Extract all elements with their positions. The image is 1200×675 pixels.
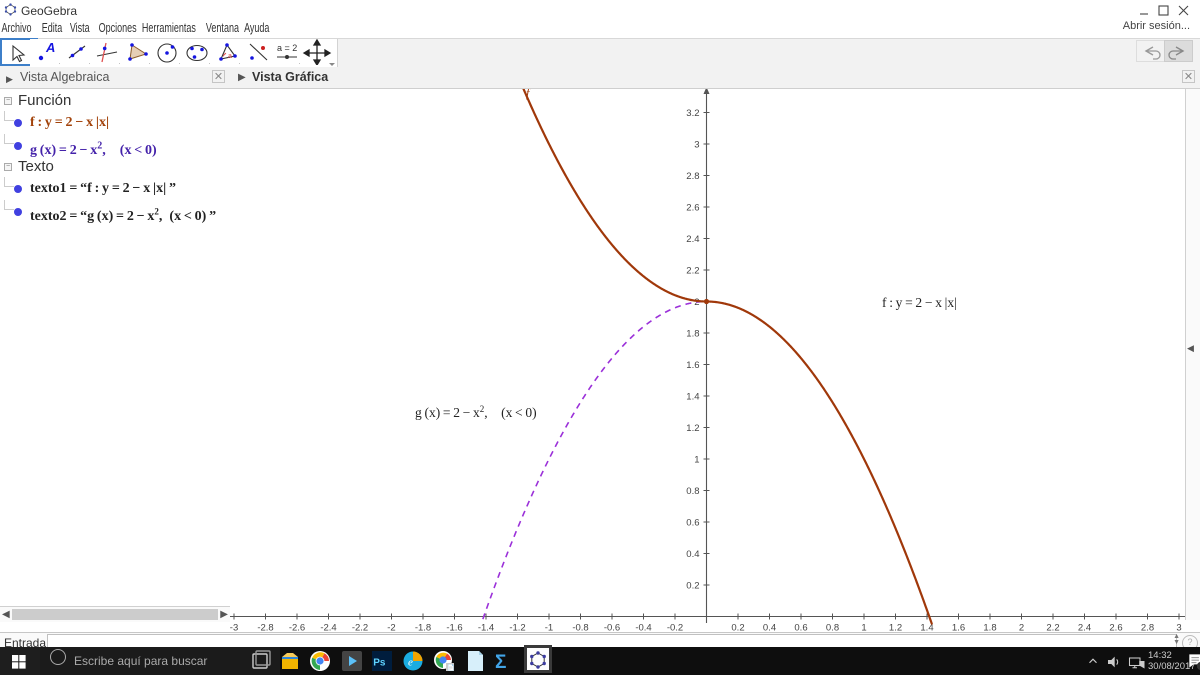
svg-text:2.6: 2.6 <box>1109 623 1122 633</box>
svg-text:3.2: 3.2 <box>686 108 699 119</box>
svg-text:2.8: 2.8 <box>1141 623 1154 633</box>
svg-text:-1.8: -1.8 <box>415 623 431 633</box>
svg-text:-1.2: -1.2 <box>509 623 525 633</box>
svg-text:a = 2: a = 2 <box>277 43 297 53</box>
svg-text:0.4: 0.4 <box>686 549 699 560</box>
svg-text:-2.4: -2.4 <box>320 623 336 633</box>
svg-text:1.4: 1.4 <box>686 392 699 403</box>
svg-text:-2.8: -2.8 <box>257 623 273 633</box>
svg-text:-1.6: -1.6 <box>446 623 462 633</box>
svg-text:-2.2: -2.2 <box>352 623 368 633</box>
svg-text:1.6: 1.6 <box>686 360 699 371</box>
svg-text:-1.4: -1.4 <box>478 623 494 633</box>
svg-text:1.2: 1.2 <box>686 423 699 434</box>
svg-text:-1: -1 <box>545 623 553 633</box>
svg-text:2.2: 2.2 <box>1046 623 1059 633</box>
svg-text:g (x) = 2 − x2, (x < 0): g (x) = 2 − x2, (x < 0) <box>415 404 537 420</box>
svg-text:-2.6: -2.6 <box>289 623 305 633</box>
svg-text:1: 1 <box>861 623 866 633</box>
svg-text:2.4: 2.4 <box>686 234 699 245</box>
svg-text:-0.4: -0.4 <box>635 623 651 633</box>
svg-text:1.8: 1.8 <box>983 623 996 633</box>
svg-text:f : y = 2 − x |x|: f : y = 2 − x |x| <box>882 295 957 310</box>
svg-text:-0.8: -0.8 <box>572 623 588 633</box>
svg-text:f: f <box>526 89 531 100</box>
svg-text:Σ: Σ <box>495 652 506 673</box>
svg-text:2.8: 2.8 <box>686 171 699 182</box>
svg-text:2.6: 2.6 <box>686 203 699 214</box>
svg-text:a: a <box>228 53 232 60</box>
svg-text:0.6: 0.6 <box>686 518 699 529</box>
svg-text:1.2: 1.2 <box>889 623 902 633</box>
svg-text:-2: -2 <box>387 623 395 633</box>
svg-text:0.8: 0.8 <box>686 486 699 497</box>
svg-text:1: 1 <box>694 455 699 466</box>
svg-text:3: 3 <box>694 140 699 151</box>
svg-text:0.2: 0.2 <box>686 581 699 592</box>
svg-text:-0.2: -0.2 <box>667 623 683 633</box>
svg-text:2: 2 <box>1019 623 1024 633</box>
svg-text:-0.6: -0.6 <box>604 623 620 633</box>
svg-text:0.8: 0.8 <box>826 623 839 633</box>
svg-text:A: A <box>45 40 55 55</box>
svg-text:Ps: Ps <box>373 658 386 669</box>
svg-text:📄: 📄 <box>447 664 454 672</box>
svg-text:2.2: 2.2 <box>686 266 699 277</box>
svg-text:3: 3 <box>1176 623 1181 633</box>
svg-text:0.4: 0.4 <box>763 623 776 633</box>
svg-text:2.4: 2.4 <box>1078 623 1091 633</box>
svg-text:0.6: 0.6 <box>794 623 807 633</box>
svg-text:0.2: 0.2 <box>731 623 744 633</box>
svg-text:e: e <box>408 657 413 669</box>
svg-text:1.8: 1.8 <box>686 329 699 340</box>
svg-text:-3: -3 <box>230 623 238 633</box>
svg-text:1.6: 1.6 <box>952 623 965 633</box>
